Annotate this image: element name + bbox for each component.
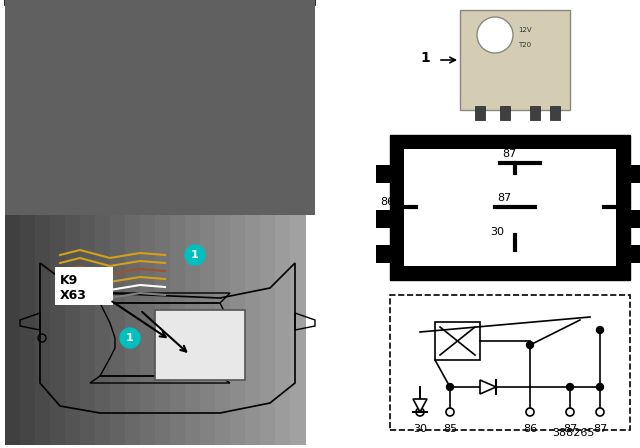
Circle shape [566,408,574,416]
Circle shape [185,245,205,265]
Bar [475,106,485,120]
Text: 12V: 12V [518,27,532,33]
Bar [125,215,141,445]
Bar [376,245,390,263]
Bar [20,215,36,445]
Bar [80,215,96,445]
Bar [200,215,216,445]
Bar [5,215,21,445]
Text: T20: T20 [518,42,532,48]
Bar [230,215,246,445]
Polygon shape [480,380,496,394]
Text: 87: 87 [563,424,577,434]
Bar [215,215,231,445]
Text: 87: 87 [593,424,607,434]
Bar [630,210,640,228]
Bar [260,215,276,445]
Bar [50,215,66,445]
Bar [110,215,126,445]
Text: 1: 1 [191,250,199,260]
Bar [404,149,616,266]
Bar [630,245,640,263]
Circle shape [446,408,454,416]
Circle shape [416,408,424,416]
Text: 87: 87 [497,193,511,203]
Circle shape [526,408,534,416]
Bar [140,215,156,445]
Bar [185,215,201,445]
Bar [376,210,390,228]
Bar [530,106,540,120]
Bar [35,215,51,445]
Bar [376,165,390,183]
Text: 86: 86 [523,424,537,434]
Bar [630,165,640,183]
Text: 1: 1 [420,51,430,65]
Bar [390,295,630,430]
Circle shape [120,328,140,348]
Polygon shape [413,399,427,412]
Circle shape [596,408,604,416]
Bar [95,215,111,445]
Text: K9: K9 [60,273,78,287]
Text: 85: 85 [443,424,457,434]
Bar [290,215,306,445]
Text: 30: 30 [413,424,427,434]
Text: 85: 85 [618,197,632,207]
Bar [460,10,570,110]
Circle shape [527,341,534,349]
Bar [155,215,171,445]
Text: 87: 87 [502,149,516,159]
Bar [390,135,630,280]
Bar [170,215,186,445]
Bar [275,215,291,445]
Bar [550,106,560,120]
Bar [435,322,480,360]
Bar [5,0,315,5]
Text: 1: 1 [126,333,134,343]
Circle shape [447,383,454,391]
Text: 388265: 388265 [552,428,595,438]
Text: 30: 30 [490,227,504,237]
Bar [500,106,510,120]
Bar [55,267,113,305]
Bar [155,310,245,380]
Text: 86: 86 [380,197,394,207]
Bar [5,0,315,215]
Text: X63: X63 [60,289,87,302]
Circle shape [596,383,604,391]
Bar [245,215,261,445]
Circle shape [477,17,513,53]
Circle shape [596,327,604,333]
Bar [65,215,81,445]
Circle shape [566,383,573,391]
